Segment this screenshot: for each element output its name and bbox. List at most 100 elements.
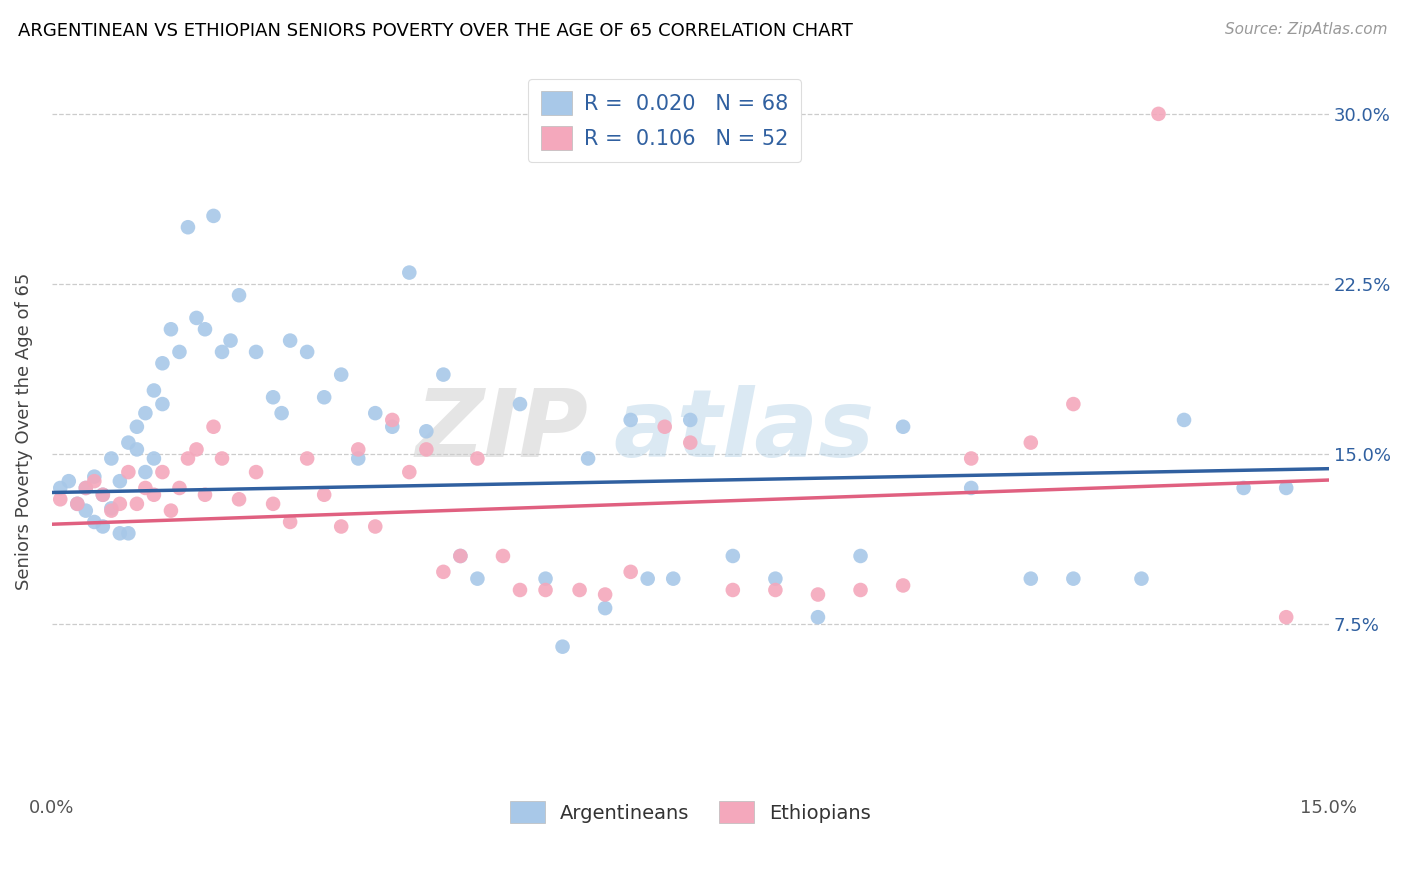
Point xyxy=(1275,610,1298,624)
Point xyxy=(763,572,786,586)
Point xyxy=(807,588,830,602)
Point xyxy=(1062,397,1084,411)
Point xyxy=(108,474,131,488)
Point xyxy=(1019,572,1042,586)
Point xyxy=(398,266,420,280)
Point xyxy=(117,435,139,450)
Point xyxy=(211,345,233,359)
Point xyxy=(679,435,702,450)
Point xyxy=(534,582,557,597)
Point xyxy=(347,442,370,457)
Point xyxy=(228,288,250,302)
Point xyxy=(568,582,591,597)
Point xyxy=(347,451,370,466)
Point xyxy=(364,519,387,533)
Point xyxy=(228,492,250,507)
Point xyxy=(330,519,353,533)
Point xyxy=(593,601,616,615)
Point xyxy=(108,497,131,511)
Point xyxy=(593,588,616,602)
Point xyxy=(169,481,191,495)
Point xyxy=(134,465,156,479)
Point xyxy=(314,390,336,404)
Point xyxy=(100,503,122,517)
Point xyxy=(100,451,122,466)
Point xyxy=(295,345,318,359)
Point xyxy=(125,442,148,457)
Text: ARGENTINEAN VS ETHIOPIAN SENIORS POVERTY OVER THE AGE OF 65 CORRELATION CHART: ARGENTINEAN VS ETHIOPIAN SENIORS POVERTY… xyxy=(18,22,853,40)
Point xyxy=(211,451,233,466)
Point xyxy=(194,488,217,502)
Point xyxy=(177,220,200,235)
Legend: Argentineans, Ethiopians: Argentineans, Ethiopians xyxy=(498,789,883,835)
Point xyxy=(492,549,515,563)
Point xyxy=(75,503,97,517)
Point xyxy=(186,310,208,325)
Point xyxy=(152,465,174,479)
Point xyxy=(1019,435,1042,450)
Point xyxy=(270,406,292,420)
Point xyxy=(1130,572,1153,586)
Point xyxy=(364,406,387,420)
Point xyxy=(381,419,404,434)
Point xyxy=(83,515,105,529)
Point xyxy=(721,582,744,597)
Point xyxy=(245,465,267,479)
Text: ZIP: ZIP xyxy=(415,385,588,477)
Point xyxy=(100,501,122,516)
Point xyxy=(467,451,489,466)
Point xyxy=(58,474,80,488)
Point xyxy=(134,481,156,495)
Point xyxy=(679,413,702,427)
Y-axis label: Seniors Poverty Over the Age of 65: Seniors Poverty Over the Age of 65 xyxy=(15,273,32,590)
Point xyxy=(330,368,353,382)
Point xyxy=(620,413,643,427)
Point xyxy=(654,419,676,434)
Point xyxy=(219,334,242,348)
Point xyxy=(152,356,174,370)
Point xyxy=(891,419,914,434)
Point xyxy=(142,451,165,466)
Point xyxy=(295,451,318,466)
Point xyxy=(177,451,200,466)
Point xyxy=(142,384,165,398)
Point xyxy=(721,549,744,563)
Point xyxy=(1233,481,1256,495)
Point xyxy=(1173,413,1195,427)
Point xyxy=(75,481,97,495)
Point xyxy=(49,492,72,507)
Point xyxy=(278,515,301,529)
Point xyxy=(960,451,983,466)
Point xyxy=(449,549,471,563)
Point xyxy=(449,549,471,563)
Text: Source: ZipAtlas.com: Source: ZipAtlas.com xyxy=(1225,22,1388,37)
Point xyxy=(125,497,148,511)
Point xyxy=(202,209,225,223)
Point xyxy=(576,451,599,466)
Point xyxy=(108,526,131,541)
Point xyxy=(66,497,89,511)
Point xyxy=(117,526,139,541)
Point xyxy=(262,497,284,511)
Point xyxy=(202,419,225,434)
Point xyxy=(194,322,217,336)
Point xyxy=(1062,572,1084,586)
Point xyxy=(662,572,685,586)
Point xyxy=(509,582,531,597)
Point xyxy=(637,572,659,586)
Point xyxy=(314,488,336,502)
Point xyxy=(75,481,97,495)
Point xyxy=(381,413,404,427)
Point xyxy=(169,345,191,359)
Point xyxy=(509,397,531,411)
Point xyxy=(117,465,139,479)
Point xyxy=(83,469,105,483)
Point xyxy=(1275,481,1298,495)
Point xyxy=(534,572,557,586)
Point xyxy=(91,488,114,502)
Point xyxy=(262,390,284,404)
Point xyxy=(160,503,183,517)
Point xyxy=(91,519,114,533)
Point xyxy=(467,572,489,586)
Point xyxy=(83,474,105,488)
